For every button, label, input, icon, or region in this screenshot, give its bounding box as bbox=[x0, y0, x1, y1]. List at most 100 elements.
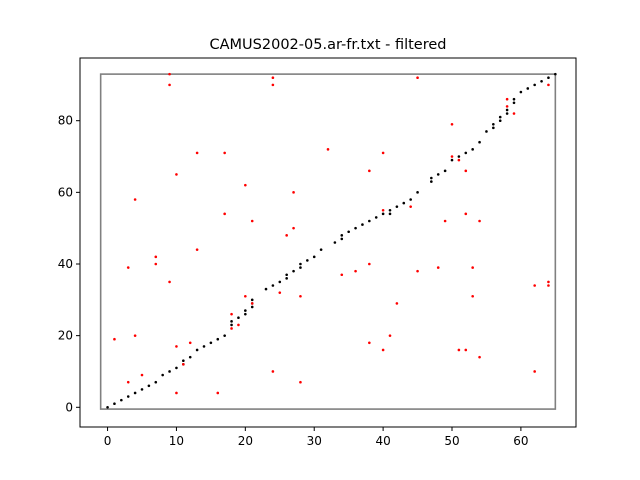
point-red bbox=[271, 83, 275, 87]
point-black bbox=[230, 320, 233, 323]
point-red bbox=[244, 294, 247, 298]
point-red bbox=[547, 284, 550, 287]
point-red bbox=[478, 355, 481, 359]
point-red bbox=[547, 280, 550, 284]
point-red bbox=[505, 105, 509, 108]
point-black bbox=[230, 323, 233, 327]
point-red bbox=[457, 348, 461, 352]
point-black bbox=[512, 101, 516, 105]
point-black bbox=[140, 388, 144, 391]
point-red bbox=[478, 219, 481, 223]
point-red bbox=[505, 97, 509, 101]
x-tick-label: 30 bbox=[307, 434, 322, 448]
point-red bbox=[126, 266, 130, 269]
point-red bbox=[416, 269, 419, 273]
point-red bbox=[381, 208, 385, 212]
point-black bbox=[106, 405, 109, 409]
y-axis: 0 20 40 60 80 bbox=[58, 114, 80, 414]
point-black bbox=[354, 226, 357, 230]
point-black bbox=[126, 395, 130, 398]
point-black bbox=[395, 205, 399, 208]
point-black bbox=[368, 219, 371, 223]
point-red bbox=[381, 348, 385, 352]
point-red bbox=[368, 341, 371, 345]
x-tick-label: 10 bbox=[169, 434, 184, 448]
point-black bbox=[547, 76, 550, 80]
x-tick-label: 50 bbox=[444, 434, 459, 448]
point-red bbox=[182, 363, 185, 366]
y-tick-label: 60 bbox=[58, 185, 73, 199]
point-red bbox=[443, 219, 447, 223]
point-red bbox=[471, 266, 474, 269]
point-black bbox=[168, 370, 171, 373]
point-red bbox=[168, 280, 171, 284]
point-red bbox=[133, 334, 137, 337]
point-black bbox=[306, 259, 309, 262]
point-red bbox=[175, 391, 178, 395]
point-black bbox=[319, 248, 323, 251]
point-black bbox=[195, 348, 199, 352]
point-black bbox=[409, 198, 412, 201]
point-black bbox=[498, 119, 502, 122]
point-black bbox=[388, 212, 392, 216]
x-tick-label: 40 bbox=[375, 434, 390, 448]
point-red bbox=[223, 151, 226, 155]
point-black bbox=[505, 108, 509, 112]
point-black bbox=[202, 345, 206, 348]
point-red bbox=[471, 294, 474, 298]
y-tick-label: 20 bbox=[58, 329, 73, 343]
point-black bbox=[292, 269, 295, 273]
point-black bbox=[120, 398, 123, 402]
point-red bbox=[175, 345, 178, 348]
point-black bbox=[299, 266, 302, 269]
point-red bbox=[250, 219, 254, 223]
chart-title: CAMUS2002-05.ar-fr.txt - filtered bbox=[210, 37, 447, 53]
point-red bbox=[340, 273, 344, 277]
point-black bbox=[299, 262, 302, 266]
point-black bbox=[519, 90, 523, 94]
point-red bbox=[326, 148, 330, 151]
point-red bbox=[409, 205, 412, 208]
point-black bbox=[457, 155, 461, 158]
point-red bbox=[388, 334, 392, 337]
point-black bbox=[147, 384, 151, 388]
point-red bbox=[216, 391, 220, 395]
point-black bbox=[436, 173, 440, 176]
point-black bbox=[312, 255, 316, 259]
point-red bbox=[299, 380, 302, 384]
point-red bbox=[223, 212, 226, 216]
point-black bbox=[512, 97, 516, 101]
point-black bbox=[209, 341, 213, 345]
x-tick-label: 60 bbox=[513, 434, 528, 448]
point-black bbox=[492, 126, 495, 130]
point-red bbox=[113, 337, 116, 341]
point-black bbox=[347, 230, 350, 234]
point-black bbox=[540, 79, 543, 83]
point-black bbox=[478, 140, 481, 144]
point-red bbox=[237, 323, 240, 327]
point-red bbox=[188, 341, 192, 345]
point-red bbox=[368, 169, 371, 173]
point-red bbox=[230, 327, 233, 330]
point-black bbox=[250, 305, 254, 309]
point-black bbox=[381, 212, 385, 216]
point-red bbox=[195, 151, 199, 155]
point-red bbox=[271, 76, 275, 80]
point-black bbox=[223, 334, 226, 337]
point-red bbox=[168, 72, 171, 76]
point-black bbox=[188, 355, 192, 359]
point-black bbox=[416, 191, 419, 194]
point-black bbox=[471, 148, 474, 151]
point-red bbox=[154, 255, 158, 259]
point-red bbox=[464, 169, 468, 173]
point-red bbox=[278, 291, 282, 294]
point-black bbox=[237, 316, 240, 320]
point-black bbox=[374, 216, 378, 219]
point-red bbox=[457, 158, 461, 162]
point-red bbox=[299, 294, 302, 298]
point-red bbox=[292, 226, 295, 230]
point-red bbox=[450, 122, 454, 126]
point-red bbox=[168, 83, 171, 87]
point-black bbox=[278, 280, 282, 284]
point-black bbox=[533, 83, 536, 87]
